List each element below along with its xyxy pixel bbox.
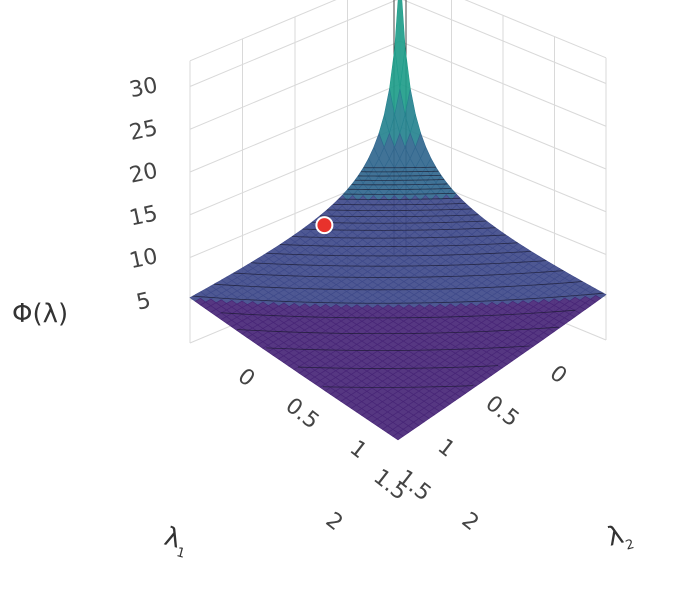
contour-line	[319, 214, 479, 218]
x-tick-label: 2	[321, 508, 347, 536]
contour-line	[347, 188, 452, 190]
contour-line	[360, 170, 439, 173]
contour-line	[355, 179, 445, 181]
optimum-marker	[315, 216, 334, 235]
contour-line	[220, 309, 576, 319]
contour-line	[214, 281, 583, 291]
contour-line	[266, 250, 532, 257]
z-tick-label: 5	[134, 288, 153, 315]
contour-line	[333, 202, 466, 206]
y-tick-label: 0.5	[281, 393, 324, 434]
contour-line	[338, 197, 461, 200]
x-tick-label: 1	[433, 434, 459, 462]
z-tick-label: 30	[127, 73, 160, 103]
contour-line	[280, 242, 518, 247]
y-tick-label: 0	[233, 364, 259, 392]
z-tick-label: 10	[127, 244, 160, 274]
surface-mesh	[189, 0, 607, 441]
contour-line	[311, 220, 487, 224]
contour-line	[233, 270, 564, 278]
contour-line	[250, 260, 547, 267]
contour-line	[302, 227, 496, 231]
marker-layer	[315, 216, 334, 235]
x-axis-title: λ1	[160, 522, 192, 562]
surface-patch	[392, 432, 404, 441]
x-tick-label: 0.5	[481, 391, 524, 432]
y-tick-label: 1	[345, 436, 371, 464]
contour-line	[326, 208, 472, 211]
contour-line	[351, 183, 448, 186]
contour-line	[298, 365, 499, 369]
contour-line	[358, 174, 442, 177]
contour-line	[292, 234, 506, 239]
z-tick-label: 15	[127, 201, 160, 231]
x-tick-label: 0	[545, 361, 571, 389]
y-tick-label: 2	[457, 508, 483, 536]
grid-line	[189, 0, 607, 87]
y-axis-title: λ2	[604, 518, 636, 558]
contour-line	[363, 166, 436, 169]
z-axis-title: Φ(λ)	[12, 299, 68, 329]
contour-line	[266, 345, 530, 351]
contour-line	[343, 192, 456, 195]
z-tick-label: 25	[127, 116, 160, 146]
z-tick-label: 20	[127, 159, 160, 189]
contour-line	[192, 292, 604, 304]
contour-line	[322, 385, 474, 388]
contour-line	[237, 326, 559, 335]
grid-line	[189, 0, 607, 62]
